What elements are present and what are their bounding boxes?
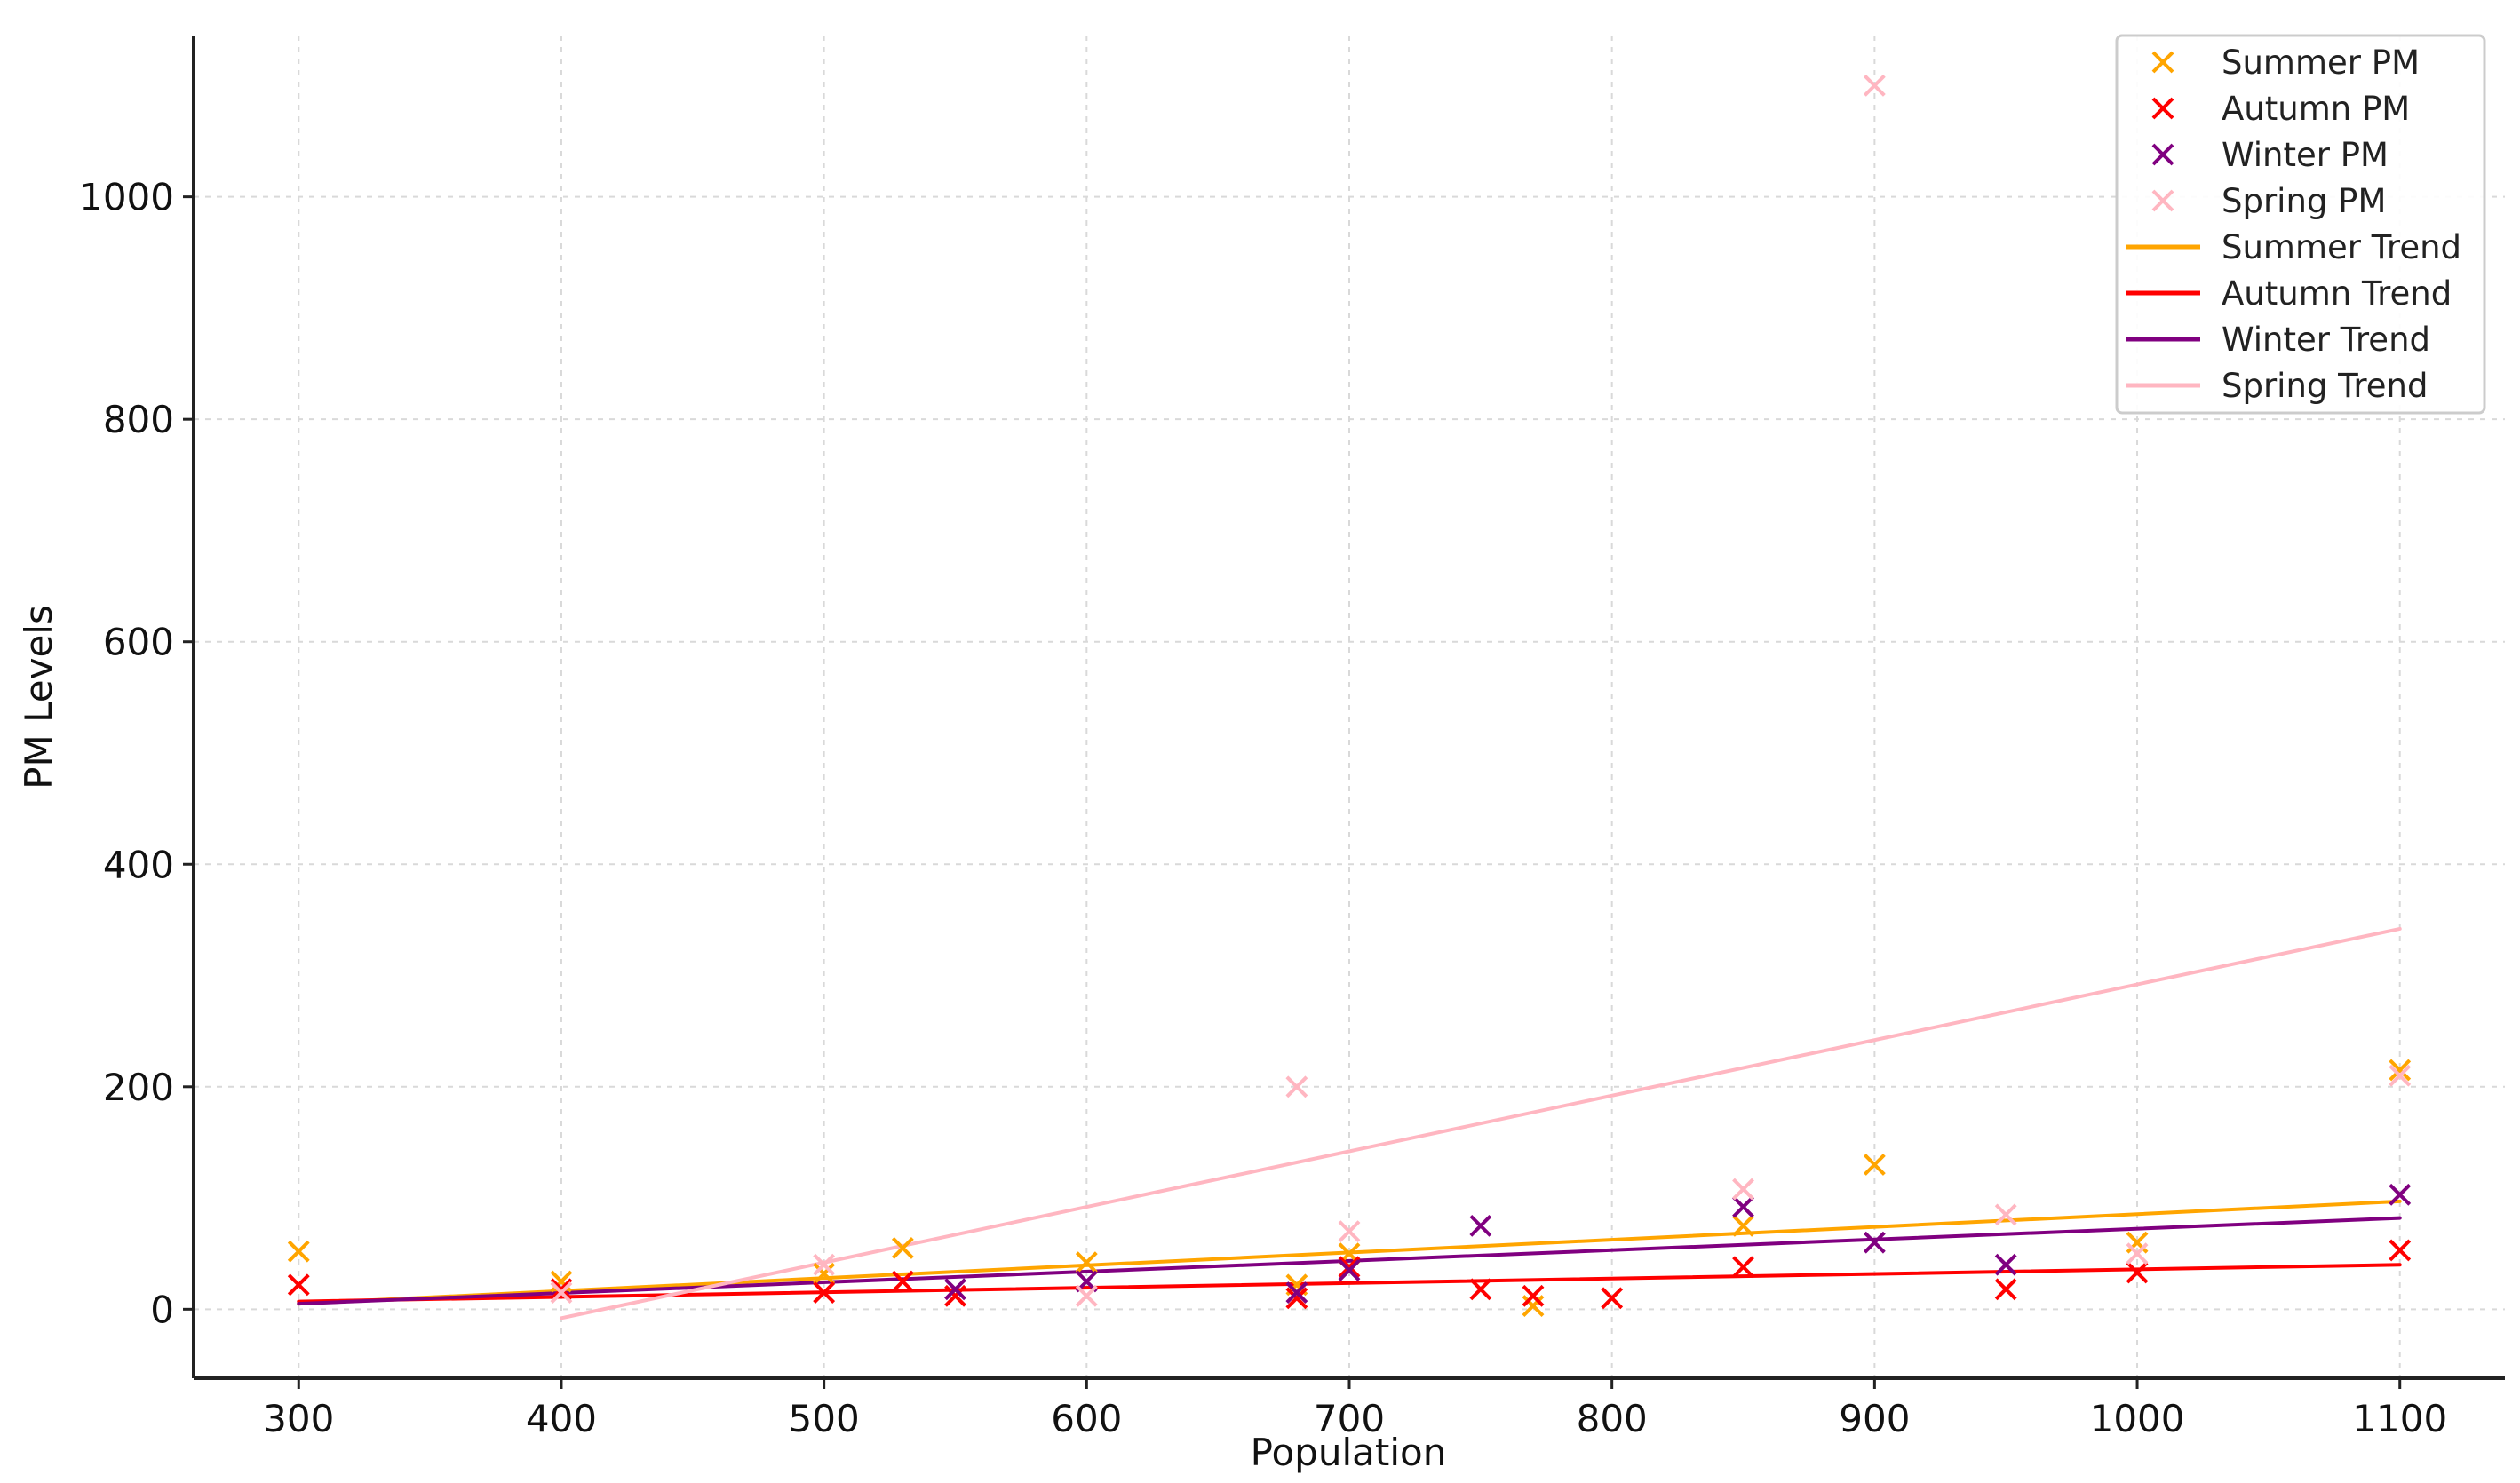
x-tick-label: 500 <box>789 1397 860 1440</box>
x-tick-label: 1100 <box>2352 1397 2447 1440</box>
autumn-trend-line <box>297 1263 2402 1304</box>
autumn-pm-point <box>287 1273 310 1297</box>
tick-marks: 300 400 500 600 700 800 900 1000 1100 0 200 400 600 8… <box>79 176 2447 1440</box>
autumn-pm-point <box>1285 1287 1308 1310</box>
legend-label: Autumn PM <box>2222 90 2410 128</box>
spring-pm-point <box>813 1253 836 1276</box>
legend-label: Summer PM <box>2222 44 2420 82</box>
winter-pm-point <box>1285 1281 1308 1304</box>
legend-label: Summer Trend <box>2222 228 2461 266</box>
winter-pm-point <box>2389 1183 2412 1206</box>
summer-pm-point <box>1522 1295 1545 1317</box>
spring-pm-point <box>1338 1220 1361 1243</box>
data-points <box>287 74 2412 1317</box>
legend-item-winter-pm: Winter PM <box>2151 136 2389 174</box>
winter-pm-point <box>1994 1253 2017 1276</box>
summer-pm-point <box>287 1240 310 1263</box>
autumn-pm-point <box>2389 1239 2412 1262</box>
legend-label: Autumn Trend <box>2222 274 2452 313</box>
summer-pm-point <box>813 1262 836 1285</box>
legend-label: Winter PM <box>2222 136 2389 174</box>
x-tick-label: 900 <box>1839 1397 1910 1440</box>
legend-label: Spring PM <box>2222 182 2386 220</box>
summer-pm-point <box>891 1237 914 1259</box>
winter-trend-line <box>297 1216 2402 1306</box>
winter-pm-point <box>944 1278 966 1301</box>
x-axis-title: Population <box>1251 1431 1447 1474</box>
y-tick-label: 800 <box>103 398 174 441</box>
spring-pm-point <box>2389 1064 2412 1087</box>
autumn-pm-point <box>1601 1287 1624 1310</box>
y-axis-title: PM Levels <box>17 605 60 789</box>
autumn-pm-point <box>1522 1284 1545 1307</box>
legend-marker-summer-pm <box>2151 51 2174 74</box>
legend-marker-autumn-pm <box>2151 97 2174 120</box>
winter-pm-point <box>1469 1214 1492 1237</box>
summer-pm-point <box>2389 1059 2412 1082</box>
x-tick-label: 1000 <box>2090 1397 2185 1440</box>
y-tick-label: 600 <box>103 621 174 664</box>
summer-pm-point <box>1863 1154 1886 1176</box>
legend-label: Spring Trend <box>2222 367 2428 405</box>
spring-trend-line <box>559 926 2402 1320</box>
y-tick-label: 1000 <box>79 176 174 219</box>
spring-pm-point <box>550 1281 573 1304</box>
autumn-pm-point <box>1469 1278 1492 1301</box>
spring-pm-point <box>1285 1075 1308 1098</box>
spring-pm-point <box>2126 1242 2149 1265</box>
y-tick-label: 400 <box>103 843 174 886</box>
legend-item-spring-trend: Spring Trend <box>2126 367 2428 405</box>
summer-pm-point <box>1075 1251 1098 1274</box>
legend: Summer PM Autumn PM Winter PM Spring PM Summ… <box>2115 34 2486 415</box>
autumn-pm-point <box>891 1270 914 1293</box>
autumn-pm-point <box>944 1284 966 1307</box>
legend-box <box>2115 34 2486 415</box>
autumn-pm-point <box>1732 1256 1754 1279</box>
x-tick-label: 400 <box>526 1397 597 1440</box>
spring-pm-point <box>1732 1178 1754 1201</box>
legend-marker-spring-pm <box>2151 189 2174 212</box>
y-tick-label: 200 <box>103 1066 174 1109</box>
x-tick-label: 600 <box>1051 1397 1122 1440</box>
legend-label: Winter Trend <box>2222 321 2430 359</box>
x-tick-label: 700 <box>1314 1397 1385 1440</box>
winter-pm-point <box>1338 1259 1361 1281</box>
spring-pm-point <box>1075 1284 1098 1307</box>
winter-pm-point <box>1863 1231 1886 1254</box>
legend-marker-winter-pm <box>2151 143 2174 166</box>
autumn-pm-point <box>1994 1278 2017 1301</box>
summer-pm-point <box>1732 1214 1754 1237</box>
spring-pm-point <box>1863 74 1886 97</box>
legend-items: Summer PM Autumn PM Winter PM Spring PM Summ… <box>2126 44 2461 405</box>
legend-item-summer-pm: Summer PM <box>2151 44 2420 82</box>
legend-item-spring-pm: Spring PM <box>2151 182 2386 220</box>
autumn-pm-point <box>1338 1256 1361 1279</box>
autumn-pm-point <box>550 1278 573 1301</box>
autumn-pm-point <box>813 1281 836 1304</box>
autumn-pm-point <box>2126 1261 2149 1284</box>
y-tick-label: 0 <box>150 1288 174 1331</box>
spring-pm-point <box>1994 1203 2017 1226</box>
winter-pm-point <box>1732 1195 1754 1218</box>
x-tick-label: 300 <box>263 1397 334 1440</box>
legend-item-winter-trend: Winter Trend <box>2126 321 2430 359</box>
x-tick-label: 800 <box>1577 1397 1648 1440</box>
legend-item-autumn-pm: Autumn PM <box>2151 90 2410 128</box>
legend-item-autumn-trend: Autumn Trend <box>2126 274 2452 313</box>
legend-item-summer-trend: Summer Trend <box>2126 228 2461 266</box>
